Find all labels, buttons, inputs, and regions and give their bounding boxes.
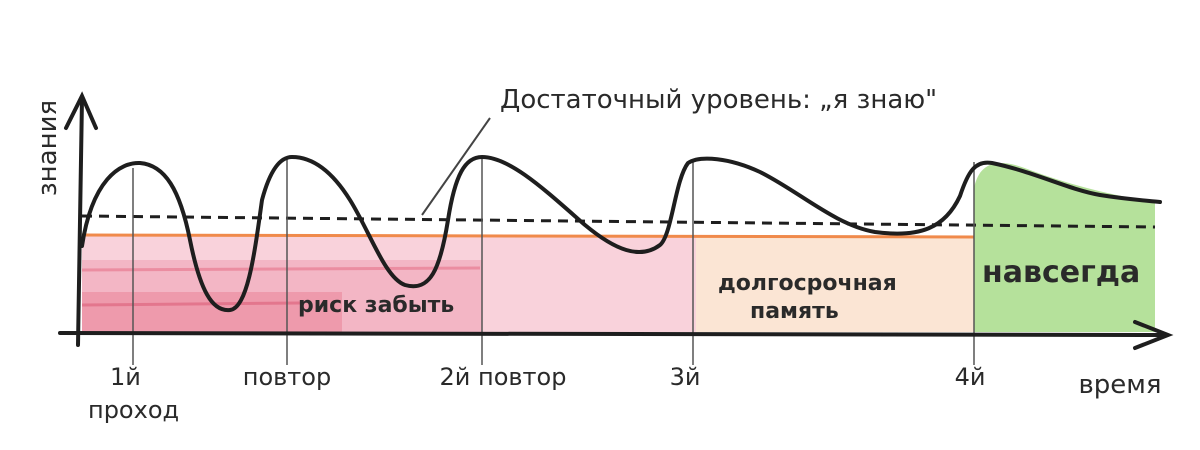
tick-label-4: 3й: [670, 363, 701, 391]
tick-label-1-line1: 1й: [110, 363, 141, 391]
tick-label-2: повтор: [243, 363, 331, 391]
tick-label-1-line2: проход: [88, 396, 179, 424]
threshold-leader-line: [421, 117, 491, 216]
threshold-label: Достаточный уровень: „я знаю": [500, 85, 937, 115]
y-axis: [76, 96, 84, 347]
knowledge-curve: [80, 155, 1162, 313]
longterm-zone: [696, 236, 974, 332]
tick-label-3: 2й повтор: [440, 363, 567, 391]
y-axis-label: знания: [33, 100, 63, 196]
forget-zone-label: риск забыть: [298, 293, 454, 318]
forget-zone: [81, 236, 696, 332]
tick-label-5: 4й: [955, 363, 986, 391]
forever-zone-label: навсегда: [982, 255, 1140, 290]
x-axis: [58, 331, 1167, 337]
y-axis-arrow: [64, 91, 98, 130]
x-axis-label: время: [1078, 370, 1161, 400]
longterm-zone-label-line1: долгосрочная: [718, 271, 897, 296]
axes: [58, 91, 1174, 350]
orange-line: [81, 233, 975, 239]
longterm-zone-label-line2: память: [750, 299, 839, 324]
x-axis-arrow: [1133, 320, 1174, 350]
forever-zone: [974, 163, 1155, 332]
